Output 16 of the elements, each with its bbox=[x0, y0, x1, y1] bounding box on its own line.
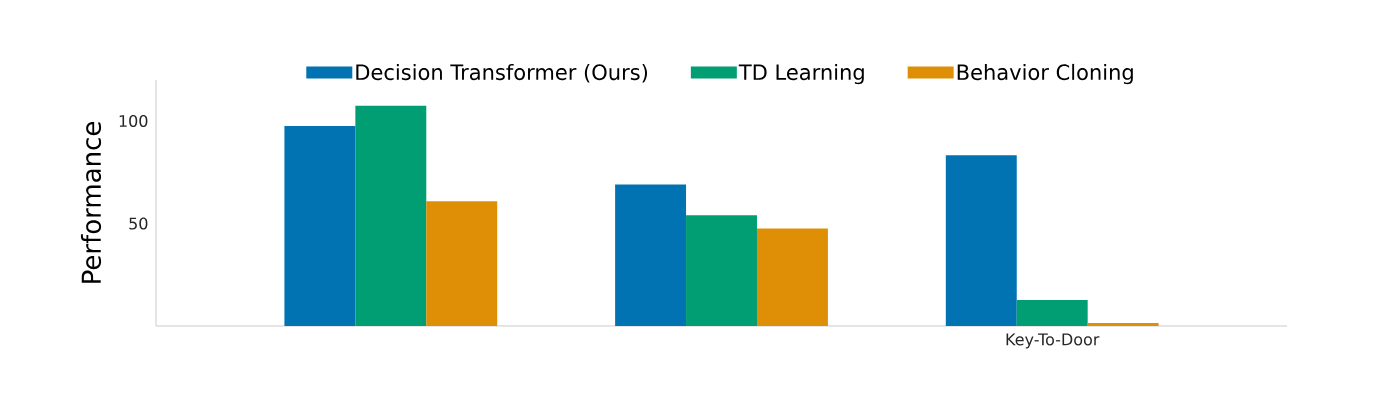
y-tick-label: 50 bbox=[129, 217, 148, 230]
bar bbox=[756, 228, 828, 326]
x-tick-label: Key-To-Door bbox=[1006, 333, 1100, 349]
legend-label: Behavior Cloning bbox=[957, 63, 1133, 85]
y-axis-title: Performance bbox=[80, 121, 102, 283]
legend-label: Decision Transformer (Ours) bbox=[356, 63, 648, 83]
bar bbox=[284, 126, 356, 326]
bar bbox=[686, 215, 757, 326]
y-tick-label: 100 bbox=[119, 114, 148, 128]
bar bbox=[1087, 322, 1159, 326]
bar bbox=[426, 201, 498, 326]
legend-label: TD Learning bbox=[738, 63, 864, 85]
bar bbox=[945, 155, 1017, 326]
bar bbox=[615, 184, 687, 326]
bar bbox=[1016, 299, 1088, 326]
bar bbox=[355, 105, 427, 326]
